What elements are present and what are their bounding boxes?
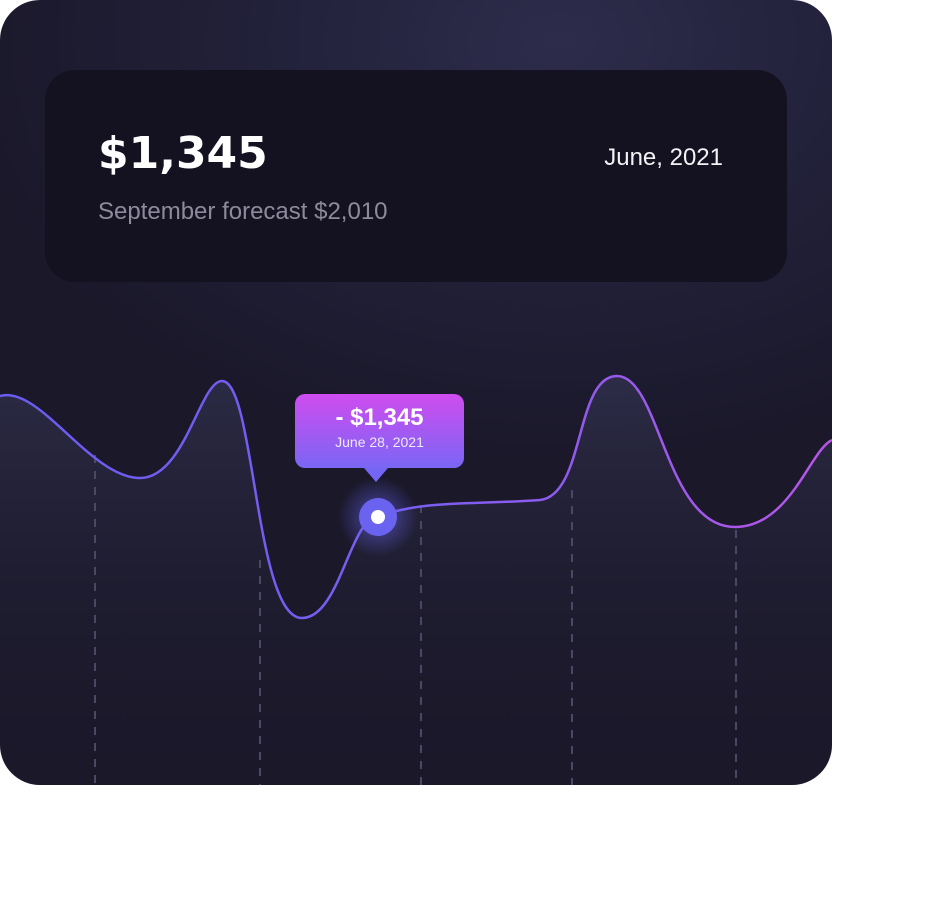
forecast-text: September forecast $2,010	[98, 198, 388, 225]
tooltip-date: June 28, 2021	[335, 434, 424, 450]
data-tooltip: - $1,345 June 28, 2021	[295, 394, 464, 482]
data-point-marker-center	[371, 510, 385, 524]
period-label: June, 2021	[604, 144, 723, 171]
balance-chart-card: $1,345 September forecast $2,010 June, 2…	[0, 0, 832, 785]
summary-panel: $1,345 September forecast $2,010 June, 2…	[45, 70, 787, 282]
current-amount: $1,345	[98, 128, 268, 179]
gridlines	[94, 455, 737, 785]
chart-area-fill	[0, 376, 832, 785]
trend-chart	[0, 374, 832, 785]
tooltip-value: - $1,345	[335, 404, 424, 431]
